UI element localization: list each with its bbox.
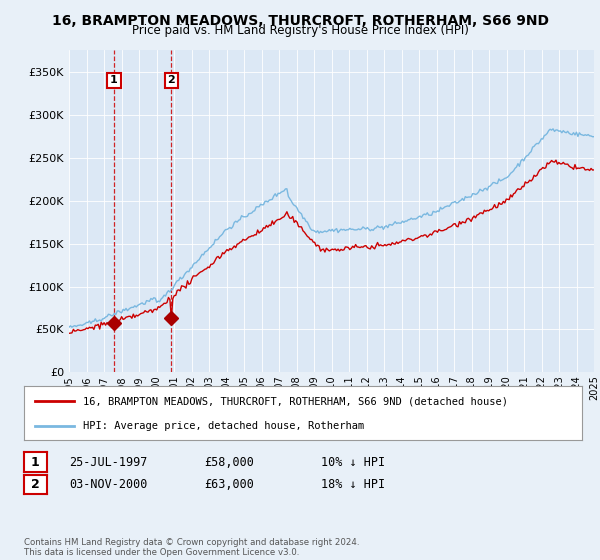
Text: 16, BRAMPTON MEADOWS, THURCROFT, ROTHERHAM, S66 9ND (detached house): 16, BRAMPTON MEADOWS, THURCROFT, ROTHERH… (83, 396, 508, 407)
Text: 16, BRAMPTON MEADOWS, THURCROFT, ROTHERHAM, S66 9ND: 16, BRAMPTON MEADOWS, THURCROFT, ROTHERH… (52, 14, 548, 28)
Text: Price paid vs. HM Land Registry's House Price Index (HPI): Price paid vs. HM Land Registry's House … (131, 24, 469, 37)
Text: Contains HM Land Registry data © Crown copyright and database right 2024.
This d: Contains HM Land Registry data © Crown c… (24, 538, 359, 557)
Text: 1: 1 (110, 76, 118, 86)
Text: 1: 1 (31, 455, 40, 469)
Text: 10% ↓ HPI: 10% ↓ HPI (321, 455, 385, 469)
Text: £63,000: £63,000 (204, 478, 254, 491)
Text: 2: 2 (167, 76, 175, 86)
Text: 18% ↓ HPI: 18% ↓ HPI (321, 478, 385, 491)
Text: 03-NOV-2000: 03-NOV-2000 (69, 478, 148, 491)
Text: HPI: Average price, detached house, Rotherham: HPI: Average price, detached house, Roth… (83, 421, 364, 431)
Text: £58,000: £58,000 (204, 455, 254, 469)
Text: 2: 2 (31, 478, 40, 491)
Text: 25-JUL-1997: 25-JUL-1997 (69, 455, 148, 469)
